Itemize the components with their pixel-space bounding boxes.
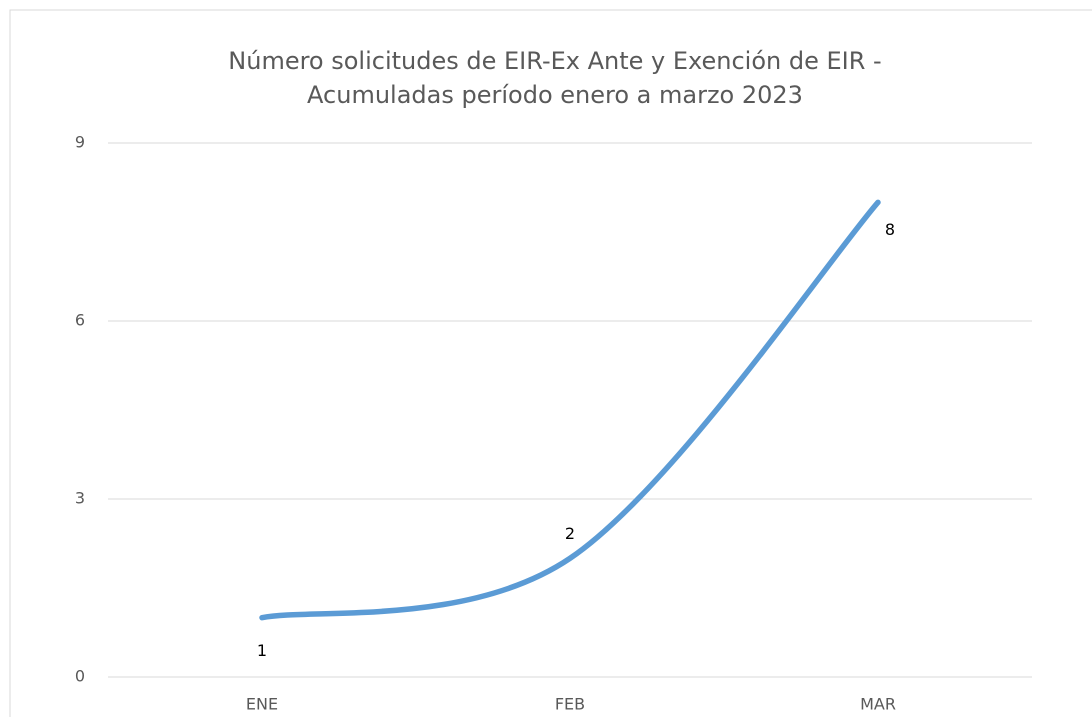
y-tick-label: 9 [75, 133, 85, 152]
line [259, 199, 881, 621]
y-tick-label: 0 [75, 667, 85, 686]
x-tick-label: FEB [555, 695, 585, 714]
data-label: 1 [257, 641, 267, 660]
x-tick-label: MAR [860, 695, 896, 714]
x-tick-label: ENE [246, 695, 278, 714]
chart-title: Acumuladas período enero a marzo 2023 [307, 81, 803, 109]
data-label: 8 [885, 220, 895, 239]
chart-border [9, 9, 1092, 717]
y-tick-label: 3 [75, 489, 85, 508]
chart-title: Número solicitudes de EIR-Ex Ante y Exen… [228, 47, 881, 75]
data-label: 2 [565, 524, 575, 543]
y-tick-label: 6 [75, 311, 85, 330]
